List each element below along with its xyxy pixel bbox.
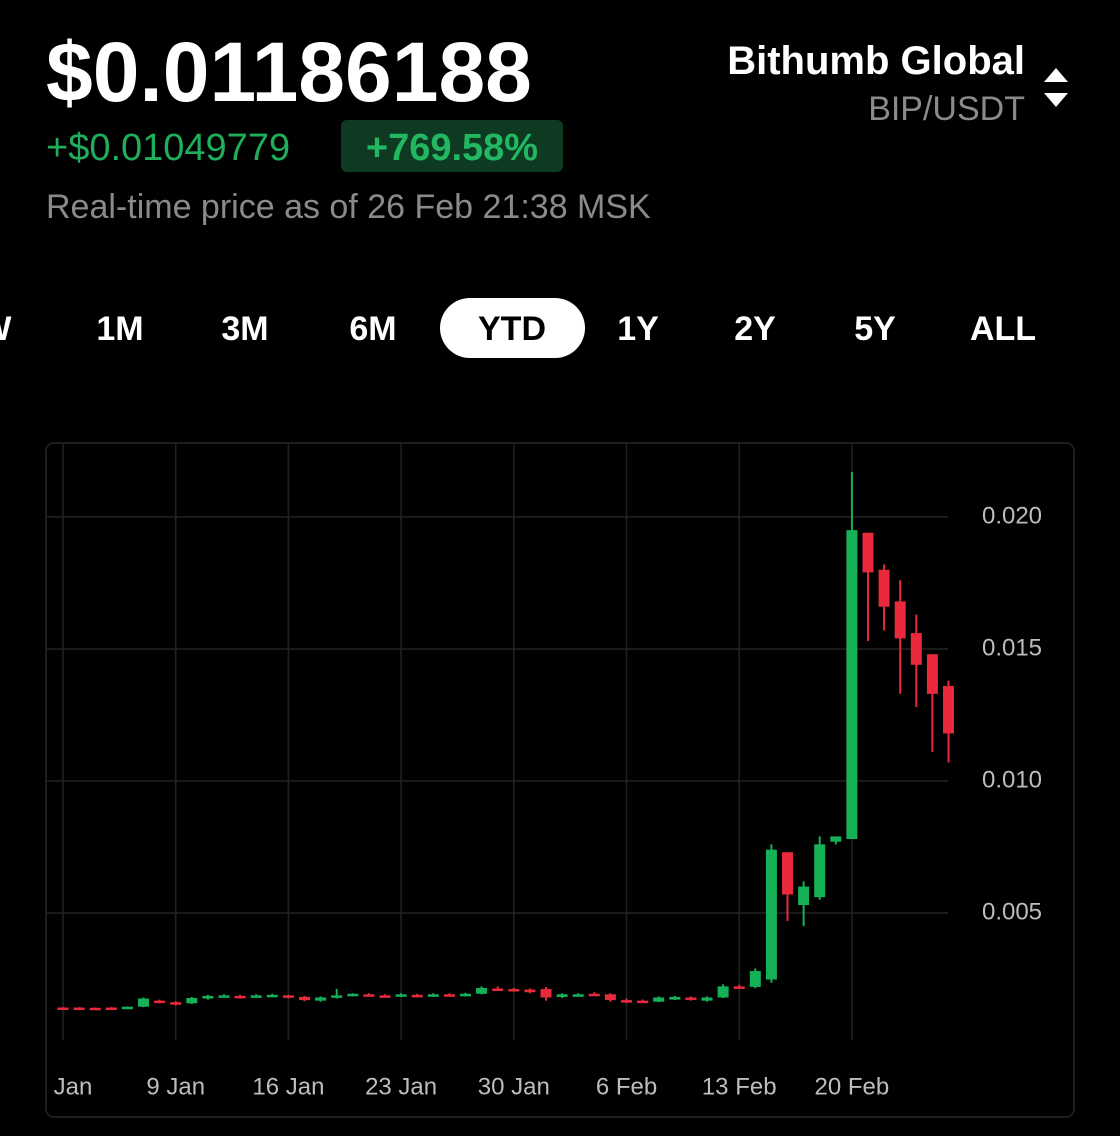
- candle-body: [427, 994, 439, 997]
- candle-body: [749, 971, 761, 987]
- candle-body: [234, 995, 246, 999]
- price: $0.01186188: [46, 25, 532, 119]
- percent-badge: [341, 120, 563, 172]
- candle-body: [73, 1007, 85, 1011]
- candle-body: [331, 995, 343, 998]
- candle-body: [170, 1002, 182, 1005]
- candle-body: [508, 989, 520, 992]
- range-tab[interactable]: YTD: [478, 310, 546, 348]
- candle-body: [218, 995, 230, 998]
- candle-body: [347, 993, 359, 997]
- candle-body: [717, 986, 729, 998]
- pair[interactable]: BIP/USDT: [868, 90, 1025, 128]
- candle-body: [685, 997, 697, 1000]
- candle-body: [894, 601, 906, 639]
- x-tick-label: 20 Feb: [815, 1073, 890, 1100]
- chart-panel: [45, 442, 1075, 1118]
- y-tick-label: 0.020: [982, 502, 1042, 529]
- candle-body: [282, 995, 294, 998]
- candle-body: [846, 530, 858, 840]
- tab-active-pill[interactable]: [440, 298, 585, 358]
- range-tab[interactable]: ALL: [970, 310, 1036, 348]
- candle-body: [910, 633, 922, 665]
- y-tick-label: 0.005: [982, 898, 1042, 925]
- candle-body: [492, 988, 504, 991]
- candle-body: [862, 532, 874, 573]
- exchange[interactable]: Bithumb Global: [727, 39, 1025, 83]
- candle-body: [765, 849, 777, 980]
- candle-body: [395, 994, 407, 997]
- candle-body: [572, 994, 584, 997]
- range-tab[interactable]: 2Y: [734, 310, 776, 348]
- candle-body: [830, 836, 842, 842]
- candle-body: [186, 998, 198, 1004]
- candle-body: [798, 886, 810, 906]
- x-tick-label: 30 Jan: [478, 1073, 550, 1100]
- range-tab[interactable]: 5Y: [854, 310, 896, 348]
- candle-body: [250, 995, 262, 998]
- candle-body: [460, 993, 471, 997]
- candle-body: [637, 1000, 649, 1004]
- sort-icon[interactable]: [1044, 68, 1068, 107]
- range-tab[interactable]: 1Y: [617, 310, 659, 348]
- chart: 0.005 0.010 0.015 0.020 2 Jan 9 Jan 16 Jan 23 J…: [34, 444, 1042, 1100]
- candle-body: [154, 1000, 166, 1004]
- candle-body: [669, 996, 681, 1000]
- candle-body: [443, 994, 455, 997]
- candle-body: [476, 987, 488, 994]
- price-change: +$0.01049779: [46, 127, 290, 169]
- candle-body: [621, 1000, 632, 1003]
- candle-body: [588, 993, 600, 997]
- candle-body: [878, 569, 890, 607]
- range-tab[interactable]: 1M: [96, 310, 143, 348]
- candle-body: [926, 654, 938, 694]
- candle-body: [379, 995, 391, 998]
- range-tab[interactable]: 1W: [0, 310, 12, 348]
- candle-body: [363, 994, 375, 997]
- candle-body: [782, 852, 793, 895]
- y-tick-label: 0.010: [982, 766, 1042, 793]
- candle-body: [653, 997, 665, 1002]
- candle-body: [121, 1006, 133, 1010]
- range-tab[interactable]: 6M: [349, 310, 396, 348]
- candle-body: [299, 996, 310, 1001]
- candle-body: [202, 995, 214, 999]
- x-tick-label: 13 Feb: [702, 1073, 777, 1100]
- candle-body: [814, 844, 826, 898]
- candle-body: [701, 997, 713, 1001]
- candle-body: [89, 1007, 101, 1011]
- candle-body: [604, 994, 616, 1001]
- candle-body: [733, 986, 745, 989]
- candle-body: [105, 1007, 117, 1011]
- x-tick-label: 23 Jan: [365, 1073, 437, 1100]
- candle-body: [943, 685, 954, 734]
- y-tick-label: 0.015: [982, 634, 1042, 661]
- candle-body: [315, 997, 327, 1001]
- range-tabs: 1W 1M 3M 6M YTD 1Y 2Y 5Y ALL: [0, 298, 1036, 358]
- candle-body: [524, 989, 536, 993]
- x-tick-label: 16 Jan: [252, 1073, 324, 1100]
- candle-body: [266, 994, 278, 998]
- candle-body: [138, 998, 149, 1007]
- candle-body: [540, 989, 552, 998]
- range-tab[interactable]: 3M: [221, 310, 268, 348]
- x-tick-label: 6 Feb: [596, 1073, 657, 1100]
- x-tick-label: 9 Jan: [146, 1073, 205, 1100]
- candle-body: [57, 1007, 69, 1011]
- x-tick-label: 2 Jan: [34, 1073, 93, 1100]
- candle-body: [556, 994, 568, 997]
- percent-change: +769.58%: [366, 127, 538, 169]
- candle-body: [411, 994, 423, 998]
- timestamp: Real-time price as of 26 Feb 21:38 MSK: [46, 188, 651, 226]
